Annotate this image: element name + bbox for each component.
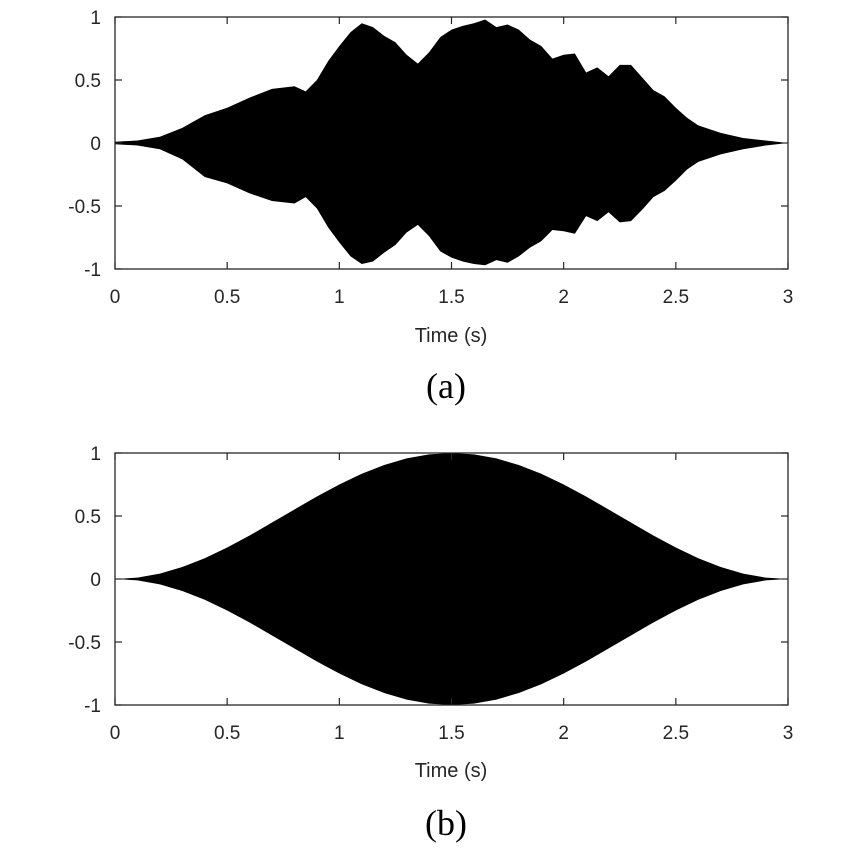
x-tick-label-a: 0.5 <box>214 287 240 308</box>
x-tick-label-a: 3 <box>783 287 794 308</box>
waveform-envelope-a <box>115 19 788 266</box>
y-tick-label-b: 0.5 <box>75 507 101 528</box>
x-tick-label-a: 2.5 <box>663 287 689 308</box>
y-tick-label-a: 0.5 <box>75 71 101 92</box>
x-tick-label-b: 1.5 <box>438 723 464 744</box>
x-axis-label-b: Time (s) <box>415 760 488 782</box>
x-tick-label-a: 2 <box>558 287 569 308</box>
y-tick-label-b: 1 <box>90 444 101 465</box>
y-tick-label-a: 1 <box>90 8 101 29</box>
x-axis-label-a: Time (s) <box>415 325 488 347</box>
x-tick-label-b: 2 <box>558 723 569 744</box>
x-tick-label-a: 1 <box>334 287 345 308</box>
x-tick-label-b: 2.5 <box>663 723 689 744</box>
waveform-envelope-b <box>115 453 788 705</box>
chart-panel-b: -1 -0.5 0 0.5 1 0 0.5 1 1.5 2 2.5 3 Time (s) (b) <box>68 444 793 843</box>
y-tick-label-b: 0 <box>90 570 101 591</box>
x-tick-label-a: 1.5 <box>438 287 464 308</box>
y-tick-label-b: -1 <box>84 696 101 717</box>
y-tick-label-b: -0.5 <box>68 633 101 654</box>
panel-label-a: (a) <box>426 366 466 406</box>
chart-panel-a: -1 -0.5 0 0.5 1 0 0.5 1 1.5 2 2.5 3 Time (s) (a) <box>68 8 793 406</box>
x-tick-label-b: 0 <box>110 723 121 744</box>
x-tick-label-a: 0 <box>110 287 121 308</box>
x-tick-label-b: 1 <box>334 723 345 744</box>
panel-label-b: (b) <box>425 803 467 843</box>
y-tick-label-a: -1 <box>84 260 101 281</box>
y-tick-label-a: -0.5 <box>68 197 101 218</box>
x-tick-label-b: 3 <box>783 723 794 744</box>
y-tick-label-a: 0 <box>90 134 101 155</box>
x-tick-label-b: 0.5 <box>214 723 240 744</box>
